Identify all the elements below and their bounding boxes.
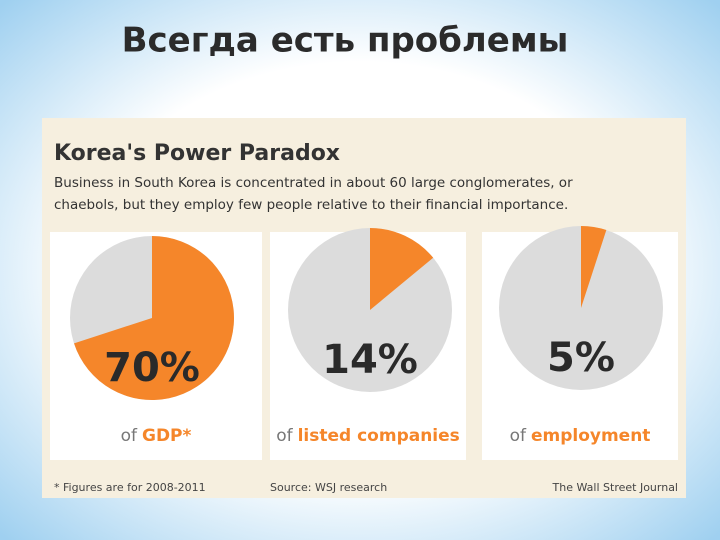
caption-prefix: of [121, 426, 138, 446]
footnote: * Figures are for 2008-2011 [54, 481, 206, 494]
caption-label: employment [531, 426, 650, 446]
pie-slice [74, 236, 234, 400]
caption-label: listed companies [298, 426, 460, 446]
chart-subtitle: chaebols, but they employ few people rel… [54, 197, 568, 213]
caption-prefix: of [510, 426, 527, 446]
caption: of employment [510, 426, 651, 446]
source: Source: WSJ research [270, 481, 387, 494]
credit: The Wall Street Journal [552, 481, 678, 494]
chart-title: Korea's Power Paradox [54, 141, 340, 166]
value-label: 14% [322, 337, 418, 383]
value-label: 70% [104, 345, 200, 391]
slide-title: Всегда есть проблемы [122, 21, 569, 61]
pie-slice [370, 228, 434, 310]
chart-subtitle: Business in South Korea is concentrated … [54, 175, 573, 191]
caption-prefix: of [276, 426, 293, 446]
caption: of GDP* [121, 426, 192, 446]
caption-label: GDP* [142, 426, 192, 446]
value-label: 5% [547, 335, 615, 381]
pie-slice [581, 226, 607, 308]
caption: of listed companies [276, 426, 460, 446]
